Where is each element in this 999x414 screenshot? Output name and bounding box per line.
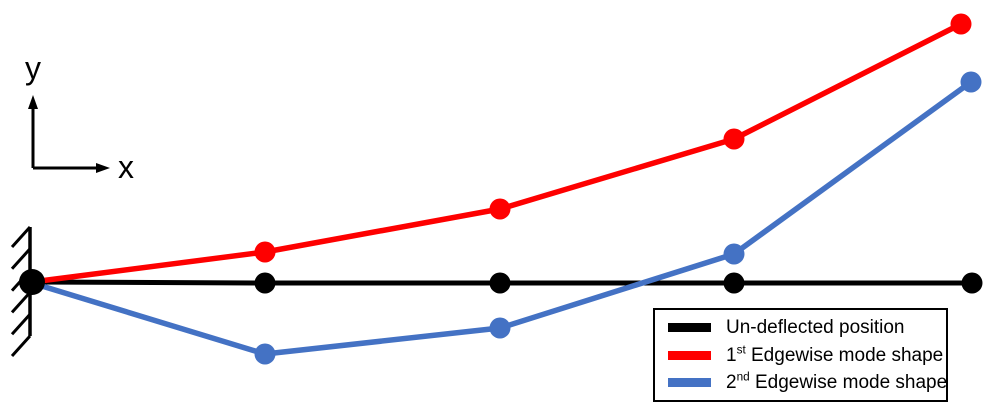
legend-ordinal: st (736, 343, 746, 357)
x-axis-arrowhead-icon (96, 163, 110, 173)
undeflected-node-dot (723, 272, 745, 294)
mode2-node-dot (489, 317, 511, 339)
y-axis-label: y (25, 50, 41, 86)
legend-text: 1 (726, 344, 737, 366)
legend-text: Edgewise mode shape (749, 371, 948, 393)
undeflected-node-dot (489, 272, 511, 294)
mode1-line (29, 21, 964, 285)
wall-hatch (10, 291, 32, 314)
mode1-node-dot (723, 128, 745, 150)
legend-ordinal: nd (736, 370, 750, 384)
mode2-node-dot (960, 71, 982, 93)
legend-label-undeflected: Un-deflected position (726, 318, 905, 337)
legend-item-mode1: 1st Edgewise mode shape (655, 343, 946, 366)
legend: Un-deflected position 1st Edgewise mode … (653, 308, 948, 402)
y-axis-arrowhead-icon (28, 95, 38, 109)
x-axis-label: x (118, 149, 134, 185)
undeflected-node-dot (254, 272, 276, 294)
legend-swatch-undeflected (668, 323, 711, 333)
mode2-node-dot (723, 243, 745, 265)
undeflected-node-dot (19, 269, 45, 295)
wall-hatch (10, 334, 32, 358)
wall-hatch (10, 247, 32, 270)
legend-item-mode2: 2nd Edgewise mode shape (655, 370, 948, 393)
legend-item-undeflected: Un-deflected position (655, 318, 946, 337)
wall-hatch (10, 225, 32, 249)
legend-label-mode2: 2nd Edgewise mode shape (726, 370, 948, 393)
legend-text: Edgewise mode shape (745, 344, 944, 366)
legend-swatch-mode2 (668, 377, 711, 387)
wall-hatch (10, 313, 32, 336)
undeflected-node-dot (961, 272, 983, 294)
legend-swatch-mode1 (668, 350, 711, 360)
mode1-node-dot (950, 13, 972, 35)
mode1-node-dot (489, 198, 511, 220)
mode2-node-dot (254, 343, 276, 365)
mode1-node-dot (254, 241, 276, 263)
legend-text: Un-deflected position (726, 317, 905, 339)
legend-label-mode1: 1st Edgewise mode shape (726, 343, 944, 366)
legend-text: 2 (726, 371, 737, 393)
